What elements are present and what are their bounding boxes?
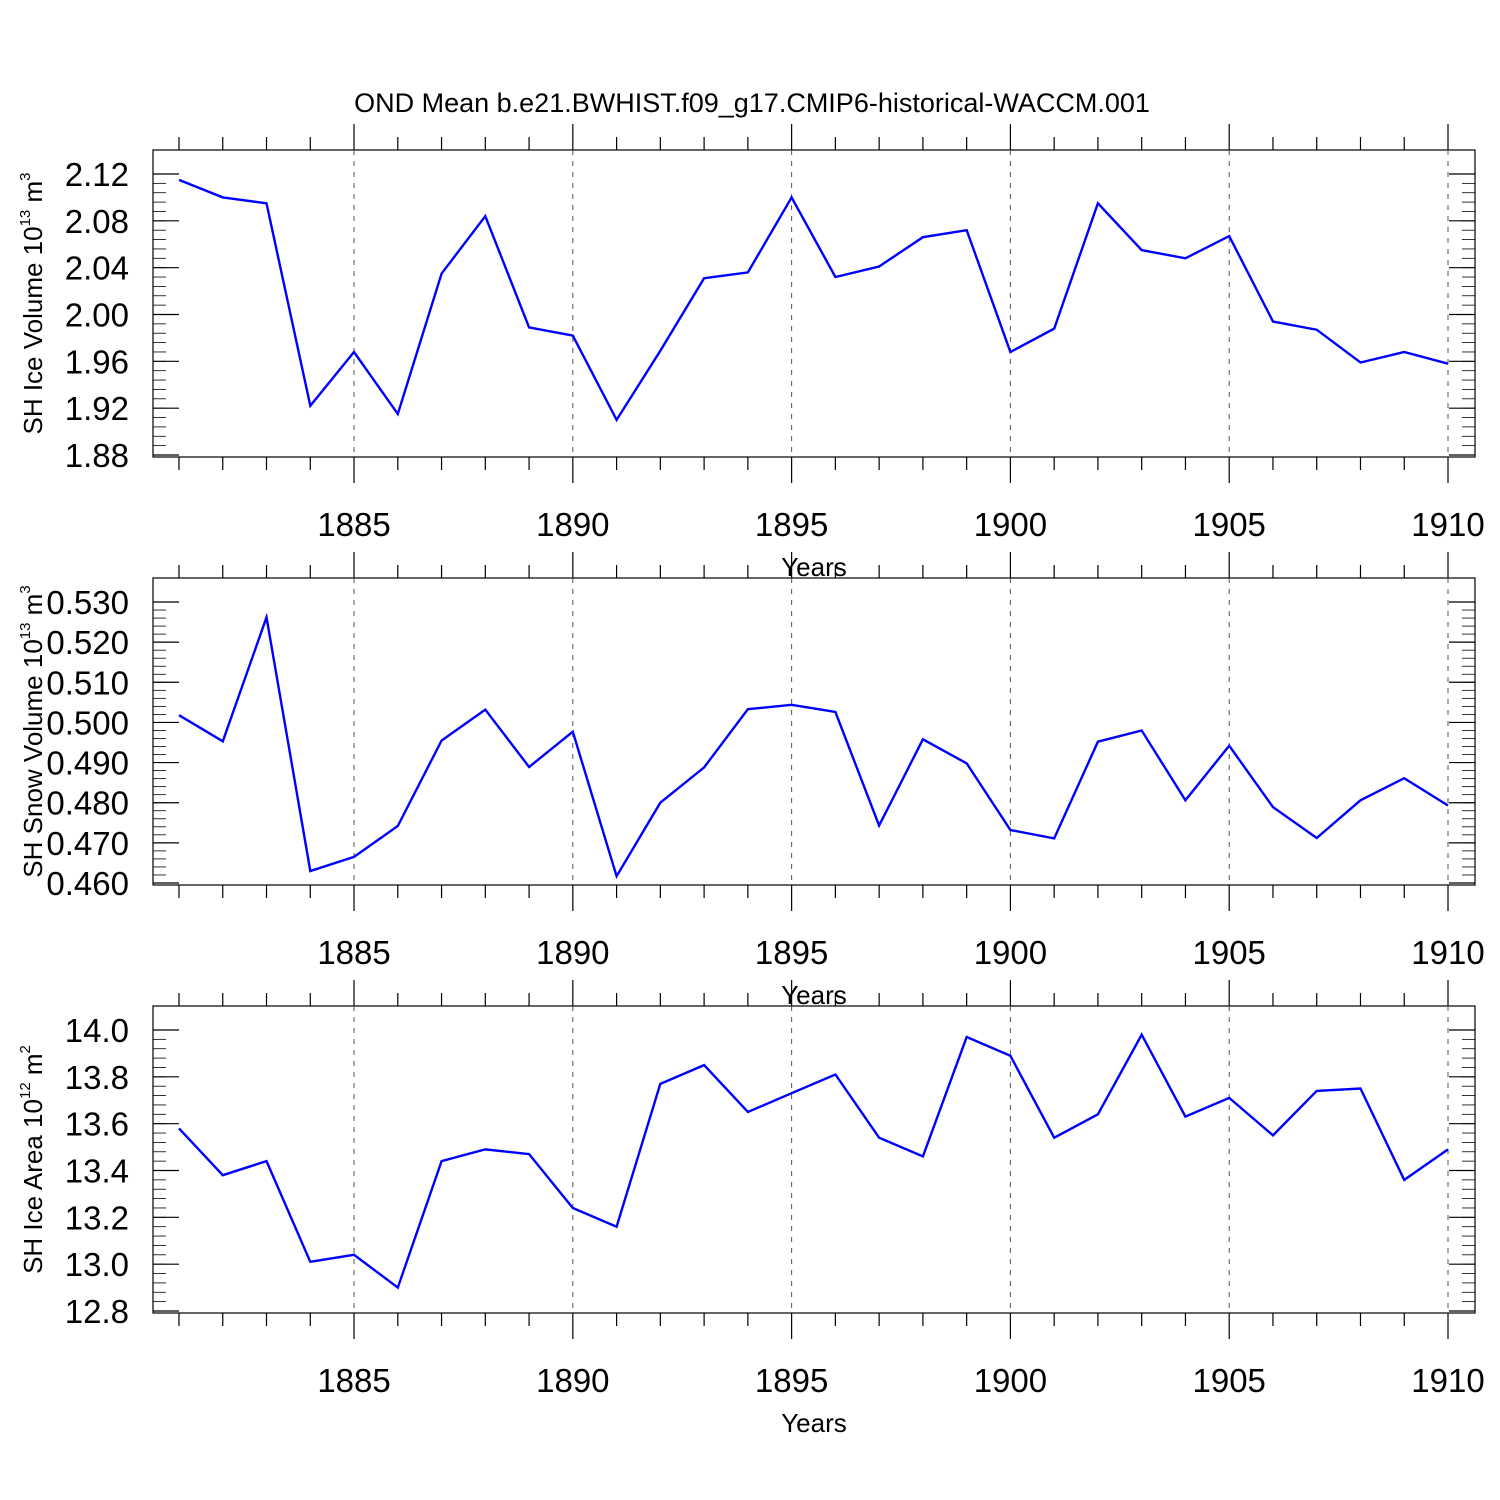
panel-ice-area: 12.8 13.0 13.2 13.4 13.6 13.8 14.0 1885 1890 1895… bbox=[17, 980, 1485, 1438]
y-tick-label: 2.08 bbox=[65, 203, 129, 240]
x-tick-label: 1885 bbox=[317, 1362, 390, 1399]
y-tick-label: 0.480 bbox=[46, 785, 129, 822]
y-tick-label: 2.12 bbox=[65, 156, 129, 193]
y-tick-label: 13.8 bbox=[65, 1059, 129, 1096]
y-tick-label: 13.6 bbox=[65, 1106, 129, 1143]
panel-frame bbox=[152, 577, 1476, 886]
y-tick-label: 0.500 bbox=[46, 704, 129, 741]
y-tick-label: 0.510 bbox=[46, 664, 129, 701]
x-tick-label: 1905 bbox=[1192, 1362, 1265, 1399]
y-axis-label: SH Ice Volume 1013 m3 bbox=[17, 172, 48, 434]
x-tick-label: 1890 bbox=[536, 506, 609, 543]
x-tick-label: 1890 bbox=[536, 934, 609, 971]
series-line-snow-volume bbox=[178, 612, 1449, 880]
x-tick-label: 1910 bbox=[1411, 1362, 1484, 1399]
y-tick-label: 2.00 bbox=[65, 297, 129, 334]
x-tick-label: 1900 bbox=[974, 506, 1047, 543]
y-tick-label: 0.490 bbox=[46, 745, 129, 782]
x-tick-label: 1900 bbox=[974, 1362, 1047, 1399]
x-tick-label: 1885 bbox=[317, 934, 390, 971]
series-line-ice-area bbox=[178, 1032, 1449, 1290]
y-tick-label: 13.2 bbox=[65, 1199, 129, 1236]
x-tick-label: 1905 bbox=[1192, 506, 1265, 543]
y-tick-label: 13.0 bbox=[65, 1246, 129, 1283]
x-tick-label: 1910 bbox=[1411, 934, 1484, 971]
panel-frame bbox=[152, 149, 1476, 458]
y-tick-label: 1.88 bbox=[65, 437, 129, 474]
y-axis-label: SH Ice Area 1012 m2 bbox=[17, 1045, 48, 1274]
y-axis-label: SH Snow Volume 1013 m3 bbox=[17, 585, 48, 877]
y-tick-label: 0.470 bbox=[46, 825, 129, 862]
x-tick-label: 1895 bbox=[755, 934, 828, 971]
x-tick-label: 1905 bbox=[1192, 934, 1265, 971]
chart-panels: 1.88 1.92 1.96 2.00 2.04 2.08 2.12 1885 1890 1895… bbox=[17, 124, 1485, 1438]
panel-ice-volume: 1.88 1.92 1.96 2.00 2.04 2.08 2.12 1885 1890 1895… bbox=[17, 124, 1485, 582]
x-axis-label: Years bbox=[781, 1408, 847, 1438]
x-tick-label: 1890 bbox=[536, 1362, 609, 1399]
x-tick-label: 1910 bbox=[1411, 506, 1484, 543]
x-tick-label: 1885 bbox=[317, 506, 390, 543]
y-tick-label: 0.530 bbox=[46, 584, 129, 621]
x-tick-label: 1900 bbox=[974, 934, 1047, 971]
x-tick-label: 1895 bbox=[755, 1362, 828, 1399]
y-tick-label: 13.4 bbox=[65, 1153, 129, 1190]
y-tick-label: 0.460 bbox=[46, 865, 129, 902]
y-tick-label: 0.520 bbox=[46, 624, 129, 661]
series-line-ice-volume bbox=[178, 178, 1449, 423]
panel-frame bbox=[152, 1005, 1476, 1314]
y-tick-label: 12.8 bbox=[65, 1293, 129, 1330]
y-tick-label: 1.92 bbox=[65, 390, 129, 427]
x-tick-label: 1895 bbox=[755, 506, 828, 543]
y-tick-label: 1.96 bbox=[65, 343, 129, 380]
chart-title: OND Mean b.e21.BWHIST.f09_g17.CMIP6-hist… bbox=[354, 88, 1150, 118]
y-tick-label: 2.04 bbox=[65, 250, 129, 287]
y-tick-label: 14.0 bbox=[65, 1012, 129, 1049]
